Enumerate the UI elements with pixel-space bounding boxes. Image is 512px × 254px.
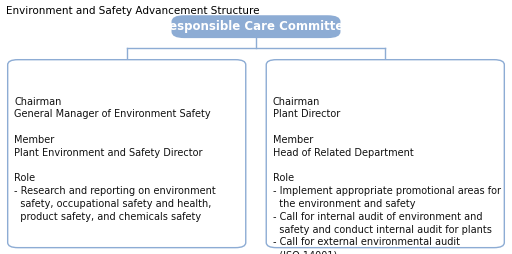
FancyBboxPatch shape	[266, 60, 504, 248]
FancyBboxPatch shape	[8, 60, 246, 248]
Text: Chairman
Plant Director

Member
Head of Related Department

Role
- Implement app: Chairman Plant Director Member Head of R…	[273, 97, 501, 254]
Text: Environmental Protection
General Conference: Environmental Protection General Confere…	[47, 66, 207, 88]
Text: Environment and Safety Advancement Structure: Environment and Safety Advancement Struc…	[6, 6, 260, 16]
Text: Responsible Care Committee: Responsible Care Committee	[160, 20, 352, 33]
FancyBboxPatch shape	[8, 60, 246, 94]
Text: Chairman
General Manager of Environment Safety

Member
Plant Environment and Saf: Chairman General Manager of Environment …	[14, 97, 216, 222]
FancyBboxPatch shape	[172, 15, 340, 38]
Text: Plant Safety Committee
Plant Environment Committee: Plant Safety Committee Plant Environment…	[291, 66, 479, 88]
FancyBboxPatch shape	[266, 60, 504, 94]
